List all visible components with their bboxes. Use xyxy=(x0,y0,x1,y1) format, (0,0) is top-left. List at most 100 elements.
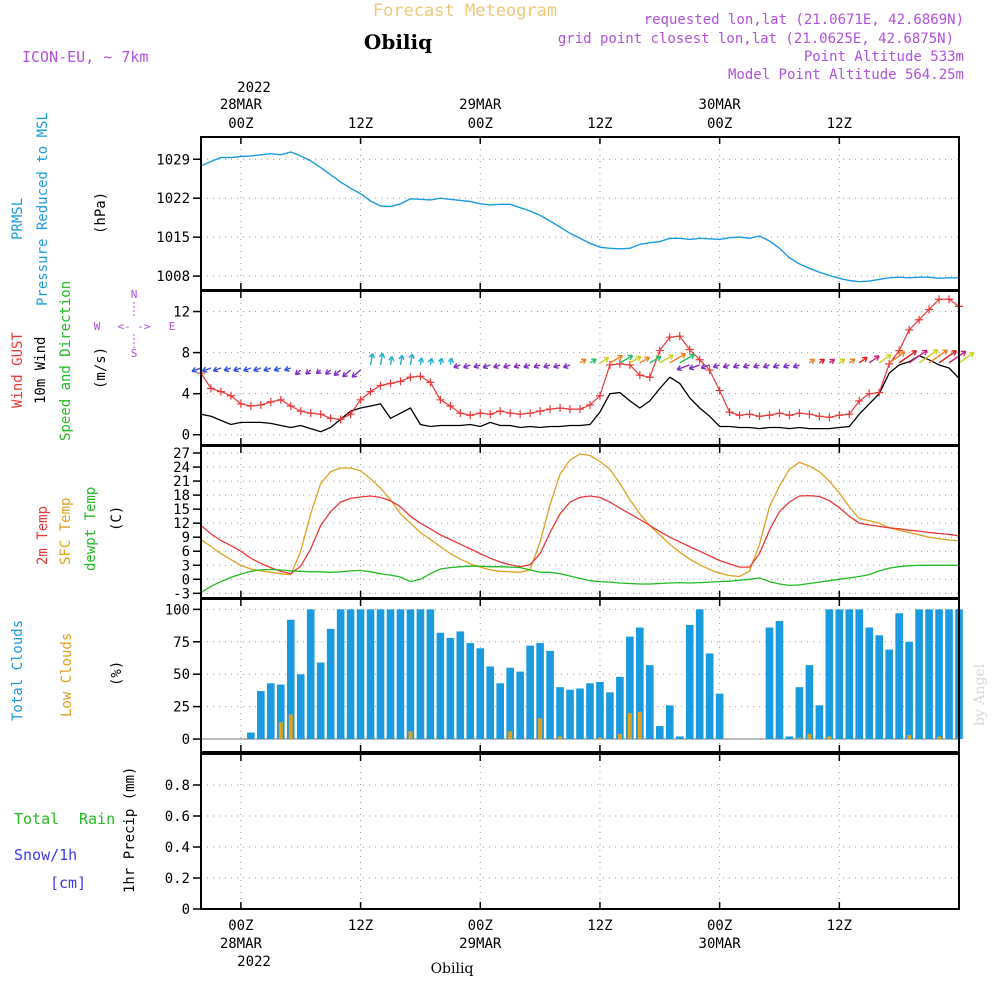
gust-marker xyxy=(576,405,584,414)
point-altitude: Point Altitude 533m xyxy=(804,49,964,65)
compass-west: W xyxy=(94,320,101,333)
wind-arrow-head xyxy=(333,370,340,377)
low-cloud-bar xyxy=(807,733,812,740)
wind-unit: (m/s) xyxy=(93,347,109,389)
temp-2m-line xyxy=(200,494,960,575)
wind-arrow-head xyxy=(688,364,695,371)
wind-arrow-head xyxy=(942,349,949,355)
total-cloud-bar xyxy=(406,609,415,740)
top-time-axis: 28MAR 00Z 12Z 29MAR 00Z 12Z 30MAR 00Z 12Z xyxy=(220,97,852,132)
wind-arrow-head xyxy=(839,358,846,365)
wind-arrow-head xyxy=(223,366,230,373)
low-cloud-bar xyxy=(558,736,563,740)
wind-arrow-head xyxy=(772,362,779,369)
wind-speed-line xyxy=(200,354,960,433)
gust-marker xyxy=(585,400,594,409)
y-tick-label: 0 xyxy=(182,428,190,444)
gust-marker xyxy=(566,405,575,414)
wind-arrow-head xyxy=(732,362,739,369)
temp-2m-title: 2m Temp xyxy=(35,506,51,565)
wind-arrow-head xyxy=(644,356,651,363)
gust-marker xyxy=(266,397,275,406)
wind-gust-line xyxy=(200,298,960,420)
wind-arrow-head xyxy=(368,353,376,359)
y-tick-label: 0.6 xyxy=(165,809,190,825)
total-cloud-bar xyxy=(416,609,425,740)
wind-direction-arrow xyxy=(958,351,975,364)
y-tick-label: 0.4 xyxy=(165,840,190,856)
gust-marker xyxy=(416,372,425,381)
bottom-time-axis: 00Z 28MAR 12Z 00Z 29MAR 12Z 00Z 30MAR 12Z xyxy=(220,918,852,952)
wind-arrow-head xyxy=(829,358,836,365)
y-tick-label: 4 xyxy=(182,387,190,403)
total-cloud-bar xyxy=(596,681,604,740)
total-cloud-bar xyxy=(476,648,485,740)
wind-arrow-head xyxy=(762,362,769,369)
pressure-panel: 1008 1015 1022 1029 xyxy=(156,136,960,291)
wind-arrow-head xyxy=(874,355,880,361)
wind-arrow-head xyxy=(655,355,662,362)
gust-marker xyxy=(276,395,285,404)
wind-direction-arrow xyxy=(700,364,710,369)
wind-arrow-head xyxy=(453,362,459,369)
gust-marker xyxy=(256,400,265,409)
total-cloud-bar xyxy=(576,688,584,740)
gust-marker xyxy=(835,411,844,420)
gust-marker xyxy=(765,411,774,420)
gust-marker xyxy=(935,295,944,304)
total-cloud-bar xyxy=(825,609,834,740)
wind-arrow-head xyxy=(603,357,610,363)
y-tick-label: 50 xyxy=(173,667,190,683)
panel-frame xyxy=(200,598,960,753)
total-cloud-bar xyxy=(655,726,664,740)
wind-direction-arrow xyxy=(878,354,892,364)
gust-marker xyxy=(875,388,884,397)
wind-direction-arrow xyxy=(379,352,384,366)
total-cloud-bar xyxy=(366,609,375,740)
wind-direction-arrow xyxy=(928,349,948,364)
wind-arrow-head xyxy=(921,349,928,356)
wind-arrow-head xyxy=(676,365,683,372)
bottom-date-label: 29MAR xyxy=(459,936,502,952)
total-cloud-bar xyxy=(795,687,804,740)
wind-arrow-head xyxy=(911,350,918,356)
total-cloud-bar xyxy=(845,609,854,740)
wind-arrow-head xyxy=(427,357,435,364)
gust-marker xyxy=(665,333,674,342)
total-cloud-bar xyxy=(496,683,505,740)
gust-marker xyxy=(895,346,904,355)
watermark: by Angel xyxy=(972,663,988,726)
wind-arrow-head xyxy=(294,369,301,376)
y-tick-label: 18 xyxy=(173,488,190,504)
wind-arrow-head xyxy=(932,349,939,355)
total-cloud-bar xyxy=(546,650,554,740)
gust-marker xyxy=(745,410,754,419)
pressure-line xyxy=(200,151,959,283)
model-point-altitude: Model Point Altitude 564.25m xyxy=(728,67,964,83)
total-cloud-bar xyxy=(606,692,614,740)
wind-arrow-head xyxy=(388,355,395,362)
y-tick-label: 0.2 xyxy=(165,871,190,887)
precip-total-title: Total xyxy=(14,810,59,828)
wind-arrow-head xyxy=(581,358,587,365)
gust-marker xyxy=(825,413,834,422)
total-cloud-bar xyxy=(646,665,654,740)
total-cloud-bar xyxy=(935,609,943,740)
wind-10m-title: 10m Wind xyxy=(33,337,49,404)
wind-arrow-head xyxy=(408,353,415,359)
gust-marker xyxy=(735,411,744,420)
y-tick-label: 0 xyxy=(182,732,190,748)
gust-marker xyxy=(775,409,784,418)
y-tick-label: 75 xyxy=(173,635,190,651)
total-cloud-bar xyxy=(356,609,365,740)
low-cloud-bar xyxy=(637,711,642,740)
wind-panel: 0 4 8 12 xyxy=(173,290,975,446)
total-cloud-bar xyxy=(715,693,724,740)
total-cloud-bar xyxy=(705,653,714,740)
total-cloud-bar xyxy=(386,609,395,740)
gust-marker xyxy=(526,409,535,418)
gust-marker xyxy=(685,345,694,354)
gust-marker xyxy=(725,408,734,417)
total-cloud-bar xyxy=(516,671,524,740)
